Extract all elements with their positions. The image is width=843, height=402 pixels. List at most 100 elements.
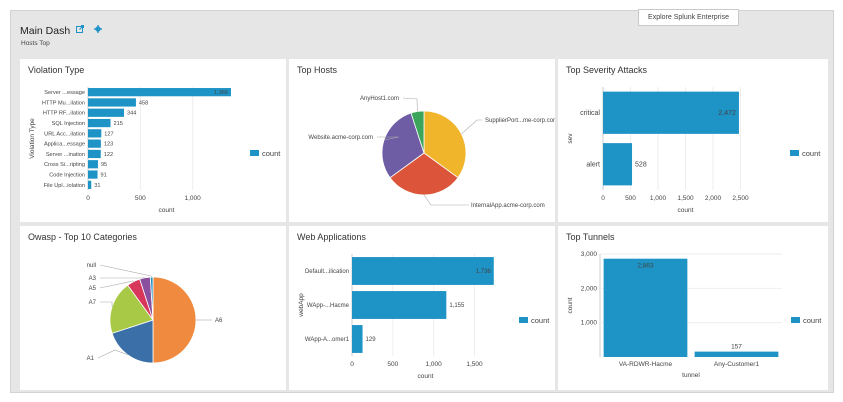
value-label: 344 bbox=[127, 111, 136, 117]
export-icon[interactable] bbox=[76, 25, 84, 33]
category-label: Server ...ination bbox=[46, 152, 85, 158]
category-label: Applica...essage bbox=[44, 142, 85, 148]
value-label: 123 bbox=[104, 142, 113, 148]
legend-swatch bbox=[519, 317, 528, 323]
leader-line bbox=[100, 301, 113, 307]
category-label: Cross Si...ripting bbox=[44, 162, 85, 168]
leader-line bbox=[97, 349, 128, 359]
legend-label: count bbox=[262, 149, 281, 158]
legend-swatch bbox=[791, 317, 800, 323]
leader-line bbox=[423, 194, 469, 206]
value-label: 528 bbox=[635, 162, 647, 169]
pie-slice-a7 bbox=[109, 284, 154, 334]
leader-line bbox=[377, 136, 400, 141]
panel-title: Top Hosts bbox=[297, 65, 338, 75]
category-label: HTTP Mu...ilation bbox=[42, 100, 85, 106]
slice-label: A1 bbox=[87, 356, 95, 362]
x-tick-label: 2,000 bbox=[705, 195, 722, 202]
pie-slice-a1 bbox=[111, 319, 154, 364]
bar-file-upl-iolation bbox=[88, 180, 92, 189]
slice-label: SupplierPort...me-corp.com bbox=[485, 118, 555, 124]
x-tick-label: 1,000 bbox=[185, 195, 202, 202]
pie-slice-a6 bbox=[152, 276, 197, 364]
bar-server-essage bbox=[88, 88, 231, 97]
category-label: alert bbox=[586, 162, 600, 169]
y-axis-title: webApp bbox=[298, 293, 305, 318]
web-applications-panel: Web Applications Default...ilication 1,73… bbox=[289, 226, 555, 390]
value-label: 31 bbox=[94, 183, 100, 189]
x-tick-label: 1,500 bbox=[677, 195, 694, 202]
panel-title: Owasp - Top 10 Categories bbox=[28, 232, 137, 242]
bar-url-acc-ilation bbox=[88, 129, 102, 138]
legend-swatch bbox=[250, 150, 259, 156]
pie-slice-internalapp-acme-corp-com bbox=[389, 152, 459, 196]
category-label: critical bbox=[580, 110, 600, 117]
x-tick-label: 0 bbox=[86, 195, 90, 202]
leader-line bbox=[402, 97, 418, 112]
category-label: WApp-...Hacme bbox=[307, 303, 350, 309]
slice-label: AnyHost1.com bbox=[360, 96, 399, 102]
bar-cross-si-ripting bbox=[88, 160, 98, 169]
web-applications-chart: Default...ilication 1,736 WApp-...Hacme 1,1… bbox=[298, 254, 550, 380]
category-label: WApp-A...omer1 bbox=[305, 337, 350, 343]
category-label: Server ...essage bbox=[44, 90, 85, 96]
y-axis-title: Violation Type bbox=[29, 118, 36, 159]
slice-label: A3 bbox=[89, 276, 97, 282]
violation-type-panel: Violation Type Server ...essage 1,366 HTTP… bbox=[20, 59, 286, 222]
category-label: URL Acc...ilation bbox=[44, 131, 85, 137]
bar-code-injection bbox=[88, 170, 98, 179]
y-axis-title: sev bbox=[567, 133, 574, 144]
value-label: 1,155 bbox=[449, 303, 465, 309]
x-axis-title: tunnel bbox=[682, 372, 700, 379]
panel-title: Top Tunnels bbox=[566, 232, 615, 242]
value-label: 91 bbox=[101, 173, 107, 179]
slice-label: Website.acme-corp.com bbox=[308, 135, 373, 141]
x-tick-label: 500 bbox=[135, 195, 146, 202]
x-tick-label: 2,500 bbox=[732, 195, 749, 202]
category-label: Any-Customer1 bbox=[714, 361, 760, 368]
bar-any-customer1 bbox=[694, 351, 779, 357]
category-label: SQL Injection bbox=[52, 121, 85, 127]
value-label: 215 bbox=[114, 121, 123, 127]
x-tick-label: 1,000 bbox=[426, 361, 443, 368]
bar-critical bbox=[603, 91, 739, 134]
gear-icon[interactable] bbox=[94, 25, 102, 33]
y-tick-label: 3,000 bbox=[581, 251, 598, 258]
value-label: 127 bbox=[104, 131, 113, 137]
value-label: 122 bbox=[104, 152, 113, 158]
dashboard-subtitle: Hosts Top bbox=[21, 40, 50, 47]
y-tick-label: 1,000 bbox=[581, 320, 598, 327]
x-tick-label: 0 bbox=[601, 195, 605, 202]
x-tick-label: 0 bbox=[350, 361, 354, 368]
owasp-top-10-panel: Owasp - Top 10 Categories A6 A1 A7 A5 A3 null bbox=[20, 226, 286, 390]
dashboard-title: Main Dash bbox=[20, 25, 71, 37]
slice-label: InternalApp.acme-corp.com bbox=[471, 203, 545, 209]
top-severity-attacks-chart: critical 2,472 alert 528 0 500 1,000 1,500 2,000… bbox=[567, 87, 821, 214]
value-label: 129 bbox=[366, 337, 377, 343]
value-label: 157 bbox=[731, 344, 742, 351]
bar-wapp-a-omer1 bbox=[352, 325, 363, 353]
category-label: VA-RDWR-Hacme bbox=[619, 361, 673, 368]
legend-label: count bbox=[803, 316, 822, 325]
legend-label: count bbox=[531, 316, 550, 325]
category-label: File Upl...iolation bbox=[44, 183, 85, 189]
bar-default-ilication bbox=[352, 257, 494, 285]
bar-sql-injection bbox=[88, 118, 111, 128]
y-tick-label: 2,000 bbox=[581, 285, 598, 292]
category-label: HTTP RF...ilation bbox=[43, 111, 85, 117]
legend-swatch bbox=[790, 150, 799, 156]
explore-splunk-button[interactable]: Explore Splunk Enterprise bbox=[638, 9, 739, 26]
value-label: 1,736 bbox=[476, 269, 492, 275]
bar-http-rf-ilation bbox=[88, 108, 125, 117]
value-label: 458 bbox=[139, 100, 148, 106]
category-label: Default...ilication bbox=[305, 269, 349, 275]
slice-label: A6 bbox=[215, 318, 223, 324]
violation-type-chart: Server ...essage 1,366 HTTP Mu...ilation 45… bbox=[29, 87, 281, 214]
panel-title: Web Applications bbox=[297, 232, 366, 242]
x-axis-title: count bbox=[678, 207, 694, 214]
bar-applica-essage bbox=[88, 139, 101, 148]
value-label: 95 bbox=[101, 162, 107, 168]
x-axis-title: count bbox=[418, 373, 434, 380]
bar-wapp-hacme bbox=[352, 291, 447, 319]
slice-label: A7 bbox=[89, 300, 97, 306]
